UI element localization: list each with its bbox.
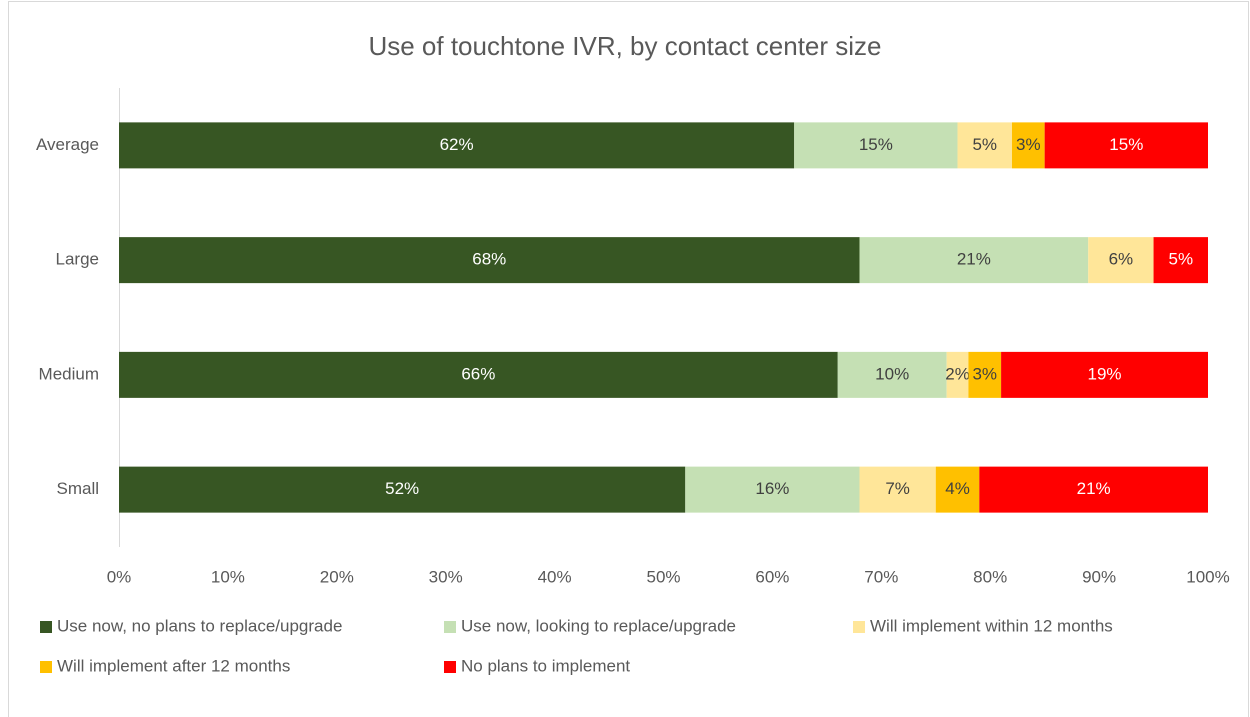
y-tick-label: Medium — [39, 364, 99, 383]
bar-segment — [979, 466, 1208, 513]
data-label: 19% — [1088, 364, 1122, 383]
bar-segment — [859, 237, 1089, 284]
legend-swatch — [40, 661, 52, 673]
bar-segment — [685, 466, 860, 513]
x-tick-label: 20% — [320, 567, 354, 586]
data-label: 62% — [440, 135, 474, 154]
x-tick-label: 30% — [429, 567, 463, 586]
y-tick-label: Small — [56, 479, 99, 498]
x-tick-label: 90% — [1082, 567, 1116, 586]
bar-segment — [119, 351, 838, 398]
x-tick-label: 100% — [1186, 567, 1229, 586]
legend-swatch — [444, 621, 456, 633]
bar-segment — [837, 351, 947, 398]
bar-segment — [946, 351, 969, 398]
legend-swatch — [444, 661, 456, 673]
bar-segment — [1044, 122, 1208, 169]
bar-segment — [794, 122, 958, 169]
x-tick-label: 70% — [864, 567, 898, 586]
legend-label: Will implement after 12 months — [57, 656, 290, 675]
bar-segment — [859, 466, 936, 513]
legend-label: No plans to implement — [461, 656, 630, 675]
y-tick-label: Average — [36, 135, 99, 154]
data-label: 15% — [1109, 135, 1143, 154]
bar-segment — [1001, 351, 1208, 398]
data-label: 68% — [472, 250, 506, 269]
data-label: 16% — [755, 479, 789, 498]
data-label: 5% — [1168, 250, 1193, 269]
legend-swatch — [853, 621, 865, 633]
data-label: 21% — [1077, 479, 1111, 498]
bar-segment — [1153, 237, 1208, 284]
data-label: 21% — [957, 250, 991, 269]
bar-segment — [1011, 122, 1045, 169]
chart-border — [8, 1, 1249, 717]
x-tick-label: 50% — [646, 567, 680, 586]
data-label: 6% — [1109, 250, 1134, 269]
legend-label: Use now, no plans to replace/upgrade — [57, 616, 342, 635]
bar-segment — [119, 237, 860, 284]
data-label: 66% — [461, 364, 495, 383]
legend-label: Use now, looking to replace/upgrade — [461, 616, 736, 635]
chart-title: Use of touchtone IVR, by contact center … — [368, 31, 881, 61]
data-label: 7% — [885, 479, 910, 498]
x-tick-label: 0% — [107, 567, 132, 586]
legend-swatch — [40, 621, 52, 633]
bar-segment — [1088, 237, 1154, 284]
bar-segment — [119, 466, 686, 513]
bar-segment — [119, 122, 795, 169]
x-tick-label: 60% — [755, 567, 789, 586]
data-label: 5% — [972, 135, 997, 154]
data-label: 10% — [875, 364, 909, 383]
data-label: 3% — [972, 364, 997, 383]
x-tick-label: 40% — [538, 567, 572, 586]
data-label: 52% — [385, 479, 419, 498]
x-tick-label: 80% — [973, 567, 1007, 586]
bar-segment — [957, 122, 1012, 169]
data-label: 3% — [1016, 135, 1041, 154]
data-label: 15% — [859, 135, 893, 154]
data-label: 2% — [945, 364, 970, 383]
x-tick-label: 10% — [211, 567, 245, 586]
data-label: 4% — [945, 479, 970, 498]
y-tick-label: Large — [56, 250, 99, 269]
legend-label: Will implement within 12 months — [870, 616, 1113, 635]
bar-segment — [968, 351, 1002, 398]
bar-segment — [935, 466, 980, 513]
